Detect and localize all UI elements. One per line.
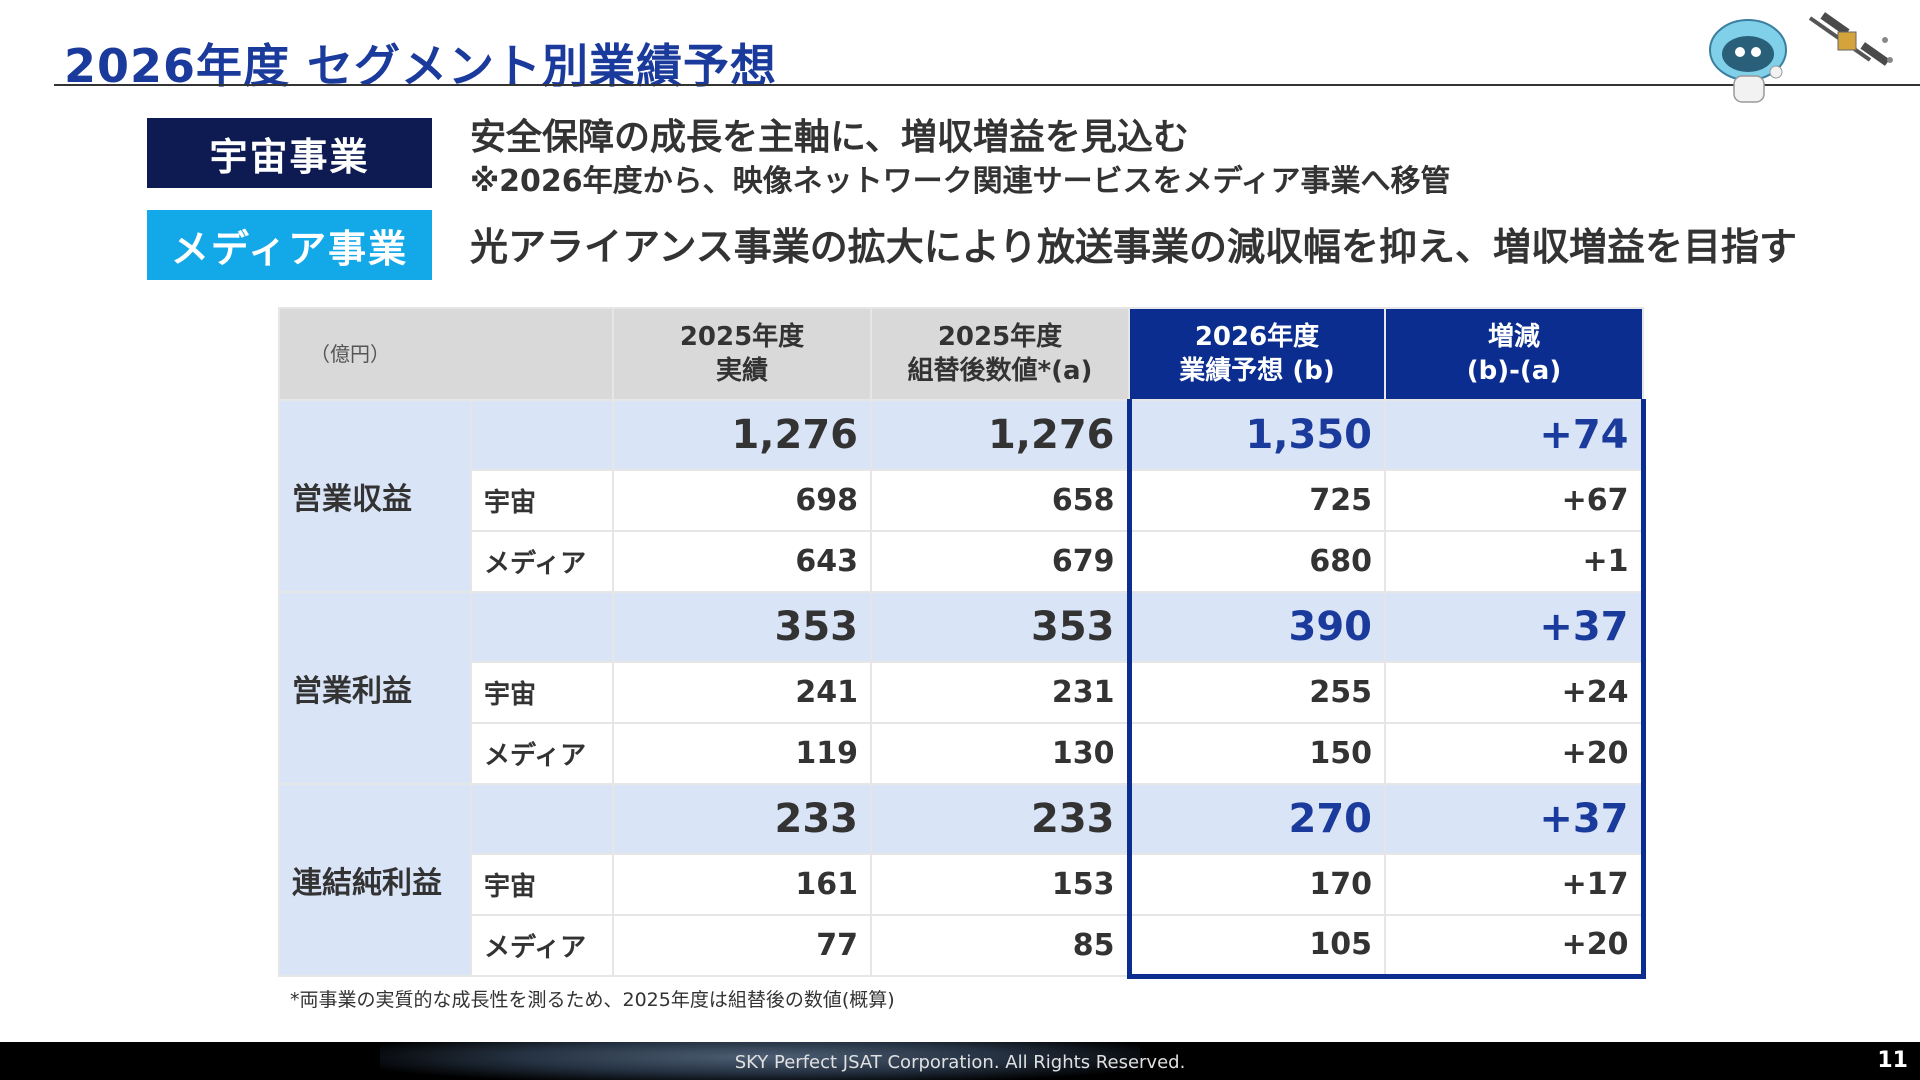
page-number: 11	[1877, 1048, 1908, 1073]
space-segment-label: 宇宙事業	[147, 118, 432, 188]
value-cell: 643	[612, 530, 872, 593]
header-change: 増減 (b)-(a)	[1384, 307, 1644, 401]
header-text: 組替後数値*(a)	[907, 356, 1093, 386]
value-cell: 85	[870, 914, 1130, 977]
blank-cell	[470, 591, 614, 663]
table-row: メディア 77 85 105 +20	[279, 914, 1646, 979]
value-cell: +37	[1384, 591, 1646, 663]
value-cell: 658	[870, 469, 1130, 532]
value-cell: +74	[1384, 399, 1646, 471]
row-label: 宇宙	[470, 853, 614, 916]
header-text: 2025年度	[679, 322, 805, 352]
earth-background-image	[380, 1042, 1140, 1080]
header-text: 実績	[715, 356, 768, 386]
table-row: メディア 643 679 680 +1	[279, 530, 1646, 593]
media-segment-label: メディア事業	[147, 210, 432, 280]
header-text: 業績予想 (b)	[1179, 356, 1335, 386]
value-cell: 353	[612, 591, 872, 663]
unit-label: （億円）	[278, 307, 614, 401]
value-cell: 231	[870, 661, 1130, 724]
value-cell: 270	[1126, 783, 1386, 855]
title-divider	[54, 84, 1920, 86]
page-title: 2026年度 セグメント別業績予想	[64, 39, 778, 93]
value-cell: 119	[612, 722, 872, 785]
value-cell: 1,276	[612, 399, 872, 471]
header-text: 2026年度	[1194, 322, 1320, 352]
value-cell: 150	[1126, 722, 1386, 785]
table-row-total: 連結純利益 233 233 270 +37	[278, 783, 1646, 977]
mascot-satellite-icon	[1709, 12, 1893, 103]
copyright-text: SKY Perfect JSAT Corporation. All Rights…	[734, 1052, 1186, 1073]
media-segment-headline: 光アライアンス事業の拡大により放送事業の減収幅を抑え、増収増益を目指す	[470, 225, 1797, 269]
row-label: メディア	[470, 722, 614, 785]
value-cell: +17	[1384, 853, 1646, 916]
value-cell: 390	[1126, 591, 1386, 663]
row-label: メディア	[470, 914, 614, 977]
value-cell: +1	[1384, 530, 1646, 593]
table-row: 宇宙 241 231 255 +24	[279, 661, 1646, 724]
table-row: 宇宙 698 658 725 +67	[279, 469, 1646, 532]
table-footnote: *両事業の実質的な成長性を測るため、2025年度は組替後の数値(概算)	[290, 989, 895, 1011]
value-cell: 105	[1126, 914, 1386, 979]
value-cell: 130	[870, 722, 1130, 785]
row-label: 宇宙	[470, 661, 614, 724]
value-cell: 1,276	[870, 399, 1130, 471]
category-label: 連結純利益	[278, 783, 472, 977]
value-cell: 77	[612, 914, 872, 977]
blank-cell	[470, 783, 614, 855]
table-row-total: 営業収益 1,276 1,276 1,350 +74	[278, 399, 1646, 593]
header-text: 2025年度	[937, 322, 1063, 352]
category-label: 営業利益	[278, 591, 472, 785]
footer-bar: SKY Perfect JSAT Corporation. All Rights…	[0, 1042, 1920, 1080]
header-text: (b)-(a)	[1466, 356, 1562, 386]
value-cell: +37	[1384, 783, 1646, 855]
value-cell: 725	[1126, 469, 1386, 532]
value-cell: 233	[612, 783, 872, 855]
value-cell: 153	[870, 853, 1130, 916]
value-cell: 679	[870, 530, 1130, 593]
blank-cell	[470, 399, 614, 471]
segment-forecast-table: （億円） 2025年度 実績 2025年度 組替後数値*(a) 2026年度 業績予想…	[278, 307, 1646, 979]
space-segment-headline: 安全保障の成長を主軸に、増収増益を見込む	[470, 117, 1189, 158]
row-label: メディア	[470, 530, 614, 593]
table-row-total: 営業利益 353 353 390 +37	[278, 591, 1646, 785]
value-cell: 161	[612, 853, 872, 916]
value-cell: 680	[1126, 530, 1386, 593]
value-cell: 170	[1126, 853, 1386, 916]
value-cell: +24	[1384, 661, 1646, 724]
value-cell: 255	[1126, 661, 1386, 724]
value-cell: +20	[1384, 722, 1646, 785]
row-label: 宇宙	[470, 469, 614, 532]
value-cell: +20	[1384, 914, 1646, 979]
header-fy2026-forecast: 2026年度 業績予想 (b)	[1128, 307, 1386, 401]
value-cell: 698	[612, 469, 872, 532]
category-label: 営業収益	[278, 399, 472, 593]
value-cell: 241	[612, 661, 872, 724]
table-header-row: （億円） 2025年度 実績 2025年度 組替後数値*(a) 2026年度 業績予想…	[278, 307, 1644, 401]
table-row: 宇宙 161 153 170 +17	[279, 853, 1646, 916]
header-fy2025-reclassified: 2025年度 組替後数値*(a)	[870, 307, 1130, 401]
space-segment-note: ※2026年度から、映像ネットワーク関連サービスをメディア事業へ移管	[470, 164, 1451, 199]
value-cell: +67	[1384, 469, 1646, 532]
header-text: 増減	[1487, 322, 1540, 352]
header-fy2025-actual: 2025年度 実績	[612, 307, 872, 401]
table-row: メディア 119 130 150 +20	[279, 722, 1646, 785]
value-cell: 1,350	[1126, 399, 1386, 471]
value-cell: 233	[870, 783, 1130, 855]
value-cell: 353	[870, 591, 1130, 663]
